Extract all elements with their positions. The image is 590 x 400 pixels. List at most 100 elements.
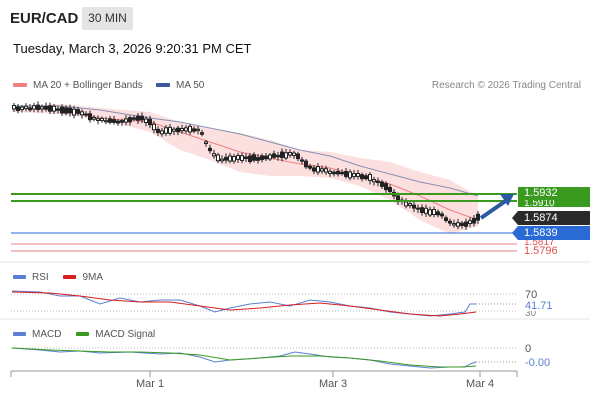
current-price-pointer [512,211,518,225]
x-tick-mar3: Mar 3 [319,378,348,390]
candle-body [224,156,228,161]
macd-signal-swatch [76,332,90,337]
candle-body [312,167,316,172]
rsi-ma-line [11,291,477,317]
legend-ma50-label: MA 50 [176,80,205,91]
rsi-ma-label: 9MA [82,272,104,283]
candle-body [112,119,116,123]
candle-body [372,179,376,183]
candle-body [252,154,256,161]
candle-body [256,157,260,161]
candle-body [216,154,220,162]
candle-body [168,126,172,134]
copyright: Research © 2026 Trading Central [431,80,581,91]
candle-body [468,220,472,225]
candle-body [460,222,464,226]
candle-body [284,152,288,159]
candle-body [444,217,448,222]
candle-body [344,171,348,177]
candle-body [268,154,272,160]
ma20-swatch [13,83,27,88]
price-tag-current: 1.5874 [518,211,590,225]
candle-body [52,105,56,112]
candle-body [144,118,148,124]
candle-body [408,203,412,207]
candle-body [212,153,216,157]
candle-body [152,123,156,131]
candle-body [32,105,36,110]
candle-body [328,170,332,174]
candle-body [436,211,440,216]
candle-body [356,172,360,177]
macd-swatch [13,332,26,337]
rsi-value: 41.71 [525,300,553,312]
price-tag-support-hidden: 1.5817 [518,240,590,245]
candle-body [12,105,16,110]
candle-body [368,174,372,181]
candle-body [416,207,420,210]
bollinger-band [12,104,478,234]
candle-body [332,171,336,175]
candle-body [324,168,328,173]
candle-body [136,115,140,121]
candle-body [180,128,184,132]
candle-body [300,159,304,162]
candle-body [232,156,236,162]
candle-body [384,183,388,191]
support-price-pointer [512,226,518,240]
rsi-line [11,290,476,317]
legend-ma20-label: MA 20 + Bollinger Bands [33,80,143,91]
candle-body [64,107,68,114]
candle-body [260,155,264,161]
candle-body [364,175,368,180]
candle-body [308,165,312,169]
rsi-ma-swatch [63,275,77,280]
candle-body [376,180,380,184]
candle-body [476,213,480,221]
candle-body [20,106,24,111]
candle-body [348,171,352,179]
price-tag-resistance: 1.5932 [518,187,590,200]
x-tick-mar4: Mar 4 [466,378,495,390]
candle-body [44,105,48,110]
rsi-legend: RSI 9MA [13,272,103,283]
rsi-swatch [13,275,26,280]
candle-body [104,120,108,123]
instrument-title: EUR/CAD [10,10,79,27]
candle-body [316,166,320,173]
candle-body [148,118,152,126]
candle-body [264,155,268,160]
candle-body [196,128,200,132]
candle-body [272,153,276,158]
candle-body [288,152,292,156]
candle-body [244,156,248,159]
candle-body [88,113,92,121]
candle-body [108,118,112,123]
candle-body [172,128,176,132]
candle-body [60,106,64,114]
candle-body [100,117,104,122]
candle-body [424,207,428,214]
candle-body [432,209,436,215]
candle-body [464,221,468,227]
candle-body [184,127,188,132]
candle-body [56,108,60,111]
candle-body [472,217,476,224]
candle-body [188,125,192,133]
price-tag-resistance-hidden: 1.5910 [518,200,590,207]
timeframe-badge[interactable]: 30 MIN [82,7,133,30]
candle-body [248,155,252,163]
candle-body [448,220,452,224]
candle-body [192,128,196,132]
candle-body [124,118,128,123]
candle-body [176,127,180,133]
candle-body [80,111,84,116]
candle-body [24,105,28,109]
candle-body [296,153,300,160]
candle-body [208,147,212,152]
candle-body [96,118,100,121]
candle-body [16,106,20,112]
candle-body [292,152,296,157]
macd-signal-line [11,347,477,368]
